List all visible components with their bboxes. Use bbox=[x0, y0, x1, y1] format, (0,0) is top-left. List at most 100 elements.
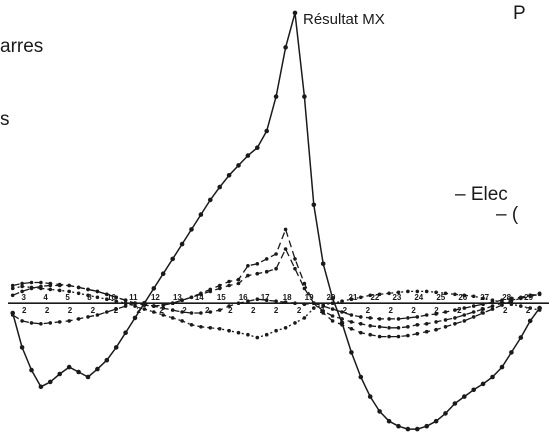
data-point bbox=[104, 357, 110, 363]
data-point bbox=[537, 292, 542, 297]
data-point bbox=[528, 293, 532, 298]
data-point bbox=[39, 280, 43, 285]
data-point bbox=[330, 301, 335, 306]
data-point bbox=[481, 296, 485, 301]
tick-label-bottom: 2 bbox=[457, 306, 462, 315]
tick-label-top: 3 bbox=[21, 293, 26, 302]
data-point bbox=[189, 227, 194, 232]
data-point bbox=[29, 321, 34, 325]
tick-label-bottom: 2 bbox=[366, 306, 371, 315]
data-point bbox=[434, 320, 438, 324]
data-point bbox=[377, 292, 382, 297]
data-point bbox=[302, 286, 307, 291]
data-point bbox=[255, 262, 260, 266]
data-point bbox=[199, 311, 203, 315]
data-point bbox=[189, 323, 194, 327]
tick-label-top: 11 bbox=[129, 293, 138, 302]
data-point bbox=[236, 330, 241, 335]
data-point bbox=[217, 184, 222, 190]
data-point bbox=[199, 292, 203, 297]
data-point bbox=[254, 145, 260, 150]
data-point bbox=[255, 335, 260, 340]
data-point bbox=[471, 304, 476, 308]
data-point bbox=[302, 281, 307, 286]
data-point bbox=[227, 279, 231, 284]
data-point bbox=[39, 286, 43, 291]
data-point bbox=[292, 10, 298, 16]
data-point bbox=[236, 301, 241, 306]
data-point bbox=[518, 335, 524, 340]
tick-label-bottom: 2 bbox=[297, 306, 302, 315]
data-point bbox=[10, 283, 15, 288]
data-point bbox=[471, 387, 477, 393]
data-point bbox=[66, 364, 72, 370]
data-point bbox=[424, 322, 429, 326]
data-point bbox=[264, 332, 269, 337]
data-point bbox=[453, 308, 457, 312]
data-point bbox=[509, 302, 514, 307]
data-point bbox=[443, 291, 448, 296]
tick-label-top: 23 bbox=[392, 293, 401, 302]
tick-label-bottom: 2 bbox=[526, 306, 531, 315]
data-point bbox=[481, 307, 485, 311]
data-point bbox=[424, 289, 429, 294]
data-point bbox=[20, 284, 24, 289]
data-point bbox=[105, 292, 109, 297]
data-point bbox=[20, 319, 24, 323]
data-point bbox=[396, 317, 401, 321]
data-point bbox=[85, 374, 91, 380]
data-point bbox=[170, 256, 175, 262]
data-point bbox=[340, 317, 344, 321]
data-point bbox=[320, 261, 326, 267]
data-point bbox=[264, 269, 269, 274]
data-point bbox=[537, 308, 542, 312]
tick-label-top: 15 bbox=[217, 293, 226, 302]
data-point bbox=[387, 317, 391, 321]
data-point bbox=[302, 316, 307, 320]
data-point bbox=[160, 271, 166, 277]
tick-label-top: 10 bbox=[107, 293, 116, 302]
data-point bbox=[302, 94, 307, 99]
data-point bbox=[386, 418, 392, 424]
cropped-label-s: s bbox=[0, 109, 10, 130]
data-point bbox=[208, 310, 213, 314]
tick-label-top: 22 bbox=[370, 293, 379, 302]
tick-label-bottom: 2 bbox=[411, 306, 416, 315]
data-point bbox=[29, 285, 34, 290]
data-point bbox=[387, 334, 391, 339]
data-point bbox=[29, 367, 34, 373]
tick-label-bottom: 2 bbox=[114, 306, 119, 315]
data-point bbox=[368, 293, 373, 298]
tick-label-bottom: 2 bbox=[480, 306, 485, 315]
data-point bbox=[519, 304, 523, 308]
data-point bbox=[20, 281, 24, 286]
data-point bbox=[67, 283, 71, 288]
data-point bbox=[321, 303, 326, 307]
data-point bbox=[57, 371, 62, 377]
data-point bbox=[415, 426, 420, 432]
data-point bbox=[377, 409, 382, 414]
data-point bbox=[39, 322, 43, 326]
data-point bbox=[462, 306, 467, 310]
data-point bbox=[462, 394, 467, 399]
series-2 bbox=[10, 247, 542, 330]
tick-label-bottom: 2 bbox=[320, 306, 325, 315]
tick-label-top: 8 bbox=[87, 293, 92, 302]
data-point bbox=[406, 333, 410, 338]
tick-label-bottom: 2 bbox=[388, 306, 393, 315]
data-point bbox=[274, 299, 278, 304]
data-point bbox=[528, 306, 532, 310]
data-point bbox=[208, 289, 213, 294]
data-point bbox=[415, 323, 420, 327]
tick-labels: 3 4 5 8 10 11 12 13 14 15 16 17 18 19 20 21 22 23 24 25 26 27… bbox=[21, 293, 533, 315]
data-point bbox=[10, 286, 15, 291]
data-point bbox=[490, 374, 495, 380]
data-point bbox=[76, 369, 81, 375]
tick-label-bottom: 2 bbox=[251, 306, 256, 315]
data-point bbox=[453, 322, 457, 326]
data-point bbox=[95, 295, 100, 300]
data-point bbox=[396, 423, 401, 429]
data-point bbox=[349, 313, 354, 317]
series-layer bbox=[10, 10, 542, 432]
data-point bbox=[293, 257, 297, 261]
